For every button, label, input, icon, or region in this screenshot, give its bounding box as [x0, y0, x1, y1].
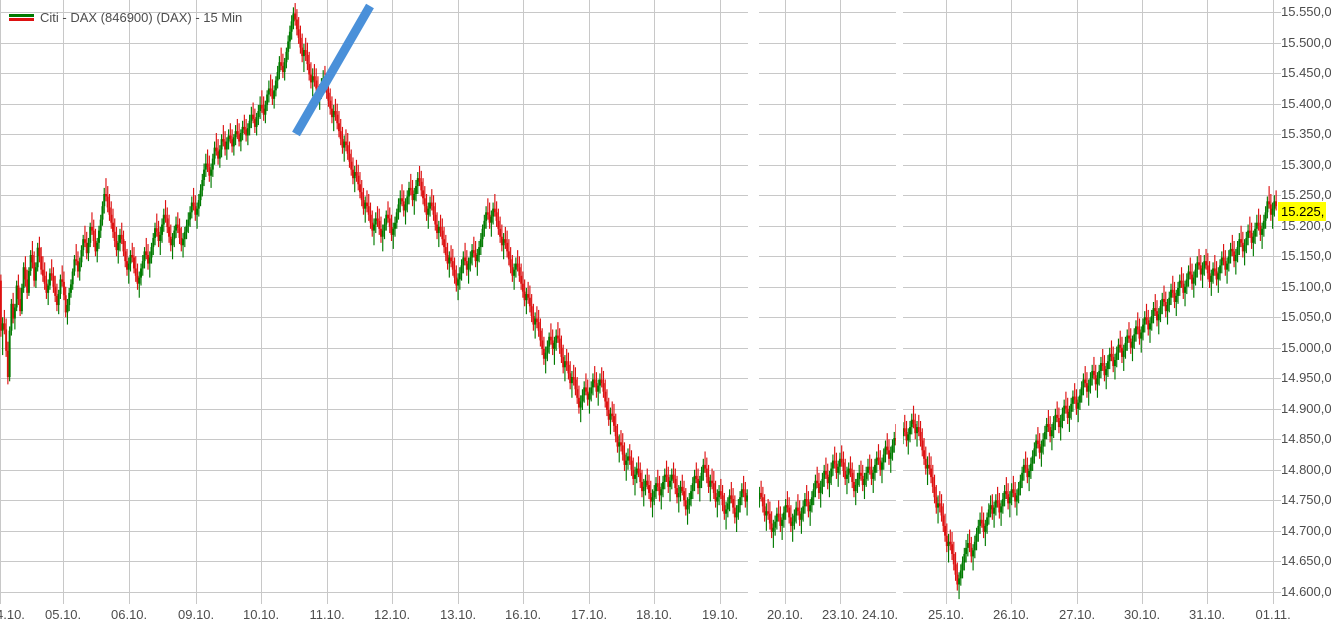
price-axis-label: 14.800,0 [1281, 462, 1331, 477]
price-axis-label: 14.850,0 [1281, 431, 1331, 446]
time-axis-label: 10.10. [243, 607, 280, 622]
price-axis-tick [1277, 439, 1281, 440]
price-axis-tick [1277, 43, 1281, 44]
price-axis-label: 15.550,0 [1281, 4, 1331, 19]
time-axis-label: 30.10. [1124, 607, 1161, 622]
price-axis-label: 15.100,0 [1281, 279, 1331, 294]
price-axis-label: 15.250,0 [1281, 187, 1331, 202]
time-axis-label: 19.10. [702, 607, 739, 622]
time-axis-label: 25.10. [928, 607, 965, 622]
time-axis-label: 27.10. [1059, 607, 1096, 622]
price-axis-tick [1277, 73, 1281, 74]
price-axis-label: 15.500,0 [1281, 35, 1331, 50]
price-axis-tick [1277, 592, 1281, 593]
time-axis-label: 26.10. [993, 607, 1030, 622]
price-axis-tick [1277, 12, 1281, 13]
price-axis-label: 15.450,0 [1281, 65, 1331, 80]
price-axis-label: 15.350,0 [1281, 126, 1331, 141]
candlestick-series [0, 3, 1277, 600]
price-axis-tick [1277, 317, 1281, 318]
price-axis-label: 15.300,0 [1281, 157, 1331, 172]
time-axis-label: 17.10. [571, 607, 608, 622]
price-axis-label: 14.950,0 [1281, 370, 1331, 385]
time-axis-label: 20.10. [767, 607, 804, 622]
time-axis-label: 18.10. [636, 607, 673, 622]
chart-plot-area[interactable] [0, 0, 1277, 604]
price-axis-tick [1277, 287, 1281, 288]
time-axis-label: 12.10. [374, 607, 411, 622]
price-axis-tick [1277, 165, 1281, 166]
price-axis-tick [1277, 348, 1281, 349]
price-axis-label: 15.200,0 [1281, 218, 1331, 233]
time-axis-label: 23.10. [822, 607, 859, 622]
price-axis-tick [1277, 226, 1281, 227]
price-axis-label: 14.600,0 [1281, 584, 1331, 599]
time-axis-label: 4.10. [0, 607, 25, 622]
chart-legend: Citi - DAX (846900) (DAX) - 15 Min [9, 11, 242, 24]
legend-up-line [9, 14, 34, 17]
price-axis-label: 15.400,0 [1281, 96, 1331, 111]
price-axis-label: 14.900,0 [1281, 401, 1331, 416]
price-axis-label: 14.650,0 [1281, 553, 1331, 568]
price-axis-tick [1277, 195, 1281, 196]
price-axis-tick [1277, 561, 1281, 562]
time-axis-label: 24.10. [862, 607, 899, 622]
last-price-tag[interactable]: 15.225, [1278, 202, 1327, 221]
annotation-layer[interactable] [0, 0, 1277, 604]
time-axis-label: 11.10. [309, 607, 345, 622]
price-axis-tick [1277, 104, 1281, 105]
price-axis-tick [1277, 134, 1281, 135]
time-axis-label: 16.10. [505, 607, 542, 622]
price-axis-tick [1277, 500, 1281, 501]
price-axis[interactable]: 15.550,0 15.500,0 15.450,0 15.400,0 15.350,0… [1277, 0, 1331, 604]
time-axis-label: 06.10. [111, 607, 148, 622]
price-axis-label: 14.700,0 [1281, 523, 1331, 538]
legend-down-line [9, 18, 34, 21]
candle-legend-swatch [9, 13, 34, 22]
price-axis-tick [1277, 409, 1281, 410]
price-axis-label: 15.000,0 [1281, 340, 1331, 355]
price-axis-tick [1277, 256, 1281, 257]
time-axis-label: 01.11. [1255, 607, 1291, 622]
price-axis-label: 15.150,0 [1281, 248, 1331, 263]
price-axis-tick [1277, 470, 1281, 471]
time-axis-label: 31.10. [1189, 607, 1226, 622]
chart-title: Citi - DAX (846900) (DAX) - 15 Min [40, 10, 243, 25]
price-axis-label: 14.750,0 [1281, 492, 1331, 507]
price-axis-tick [1277, 378, 1281, 379]
time-axis-label: 05.10. [45, 607, 82, 622]
time-axis[interactable]: 4.10. 05.10. 06.10. 09.10. 10.10. 11.10. 12.10… [0, 604, 1331, 628]
price-axis-label: 15.050,0 [1281, 309, 1331, 324]
time-axis-label: 13.10. [440, 607, 477, 622]
time-axis-label: 09.10. [178, 607, 215, 622]
price-axis-tick [1277, 531, 1281, 532]
